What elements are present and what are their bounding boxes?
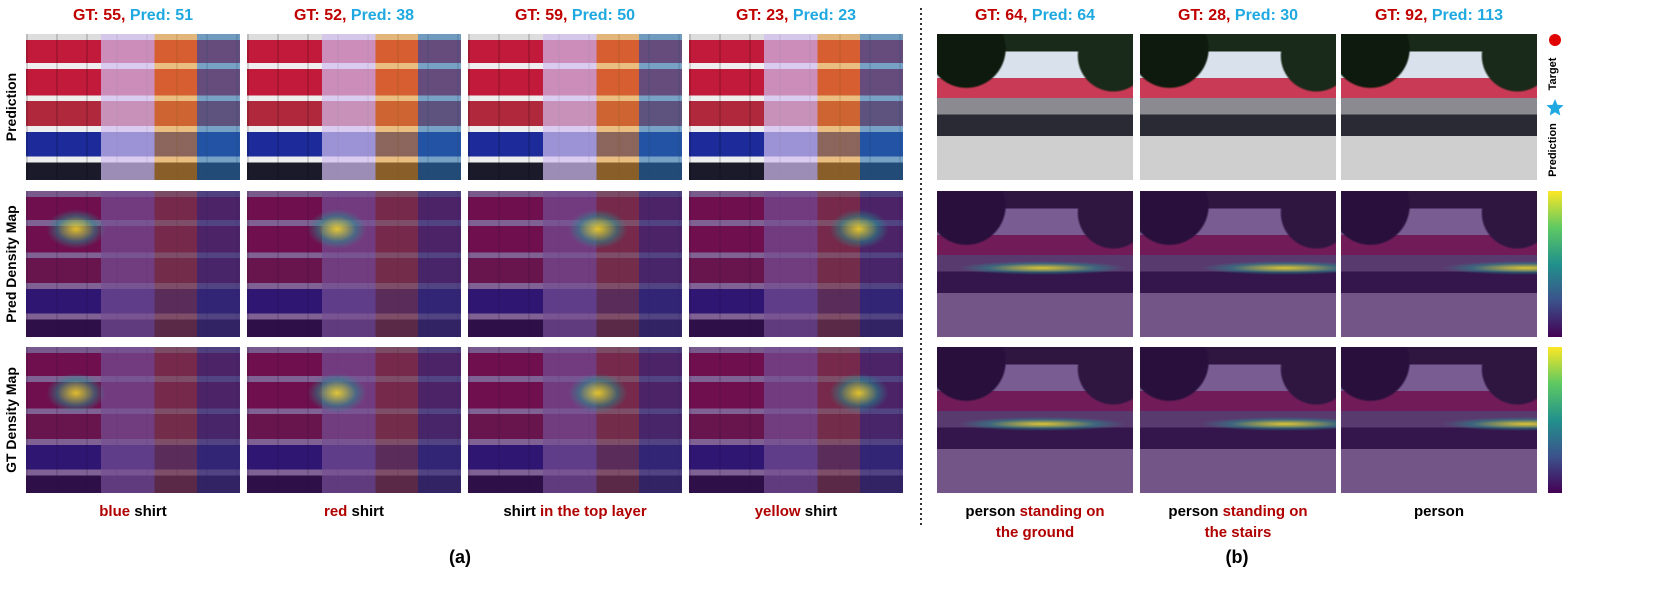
prediction-marker <box>1546 99 1564 116</box>
caption-segment: person <box>1413 503 1464 520</box>
caption-segment: person <box>1168 503 1219 520</box>
density-blob <box>307 209 367 249</box>
caption-segment: shirt <box>804 503 838 520</box>
pred-count: Pred: 50 <box>571 7 636 24</box>
legend-prediction: Prediction <box>1547 123 1559 177</box>
caption-segment: red <box>323 503 348 520</box>
prediction-image <box>937 34 1133 180</box>
colorbar <box>1548 347 1562 493</box>
density-map-image <box>247 347 461 493</box>
panel-label: (a) <box>449 547 471 567</box>
pred-count: Pred: 23 <box>792 7 857 24</box>
caption-segment: yellow <box>754 503 801 520</box>
colorbar <box>1548 191 1562 337</box>
density-blob <box>829 373 889 413</box>
caption-segment: shirt <box>134 503 167 520</box>
column-header: GT: 23, Pred: 23 <box>669 7 923 25</box>
density-map-image <box>26 347 240 493</box>
density-blob <box>1441 417 1537 431</box>
pred-count: Pred: 64 <box>1031 7 1096 24</box>
caption-segment: standing on the stairs <box>1204 503 1308 541</box>
density-map-image <box>247 191 461 337</box>
pred-count: Pred: 113 <box>1431 7 1504 24</box>
density-map-image <box>1140 347 1336 493</box>
column-header: GT: 92, Pred: 113 <box>1321 7 1557 25</box>
gt-count: GT: 55, <box>72 7 126 24</box>
caption: yellow shirt <box>716 501 876 522</box>
density-map-image <box>468 191 682 337</box>
caption: person <box>1359 501 1519 522</box>
prediction-image <box>247 34 461 180</box>
caption-segment: shirt <box>503 503 536 520</box>
legend-target: Target <box>1547 57 1559 91</box>
prediction-image <box>689 34 903 180</box>
prediction-image <box>26 34 240 180</box>
density-blob <box>307 373 367 413</box>
column-header: GT: 55, Pred: 51 <box>6 7 260 25</box>
density-map-image <box>689 191 903 337</box>
density-map-image <box>468 347 682 493</box>
density-map-image <box>26 191 240 337</box>
column-header: GT: 59, Pred: 50 <box>448 7 702 25</box>
caption-segment: in the top layer <box>540 503 647 520</box>
caption-segment: standing on the ground <box>995 503 1105 541</box>
density-map-image <box>1140 191 1336 337</box>
panel-label: (b) <box>1225 547 1249 567</box>
caption: blue shirt <box>53 501 213 522</box>
density-blob <box>46 373 106 413</box>
caption-segment: shirt <box>351 503 385 520</box>
gt-count: GT: 64, <box>974 7 1028 24</box>
caption: person standing on the stairs <box>1158 501 1318 543</box>
density-map-image <box>689 347 903 493</box>
row-label: Pred Density Map <box>3 205 19 323</box>
density-blob <box>1200 261 1336 275</box>
density-map-image <box>1341 347 1537 493</box>
caption-segment: person <box>965 503 1016 520</box>
density-blob <box>568 373 628 413</box>
column-header: GT: 28, Pred: 30 <box>1120 7 1356 25</box>
density-blob <box>957 417 1127 431</box>
prediction-image <box>1140 34 1336 180</box>
gt-count: GT: 59, <box>514 7 568 24</box>
gt-count: GT: 92, <box>1374 7 1428 24</box>
caption: red shirt <box>274 501 434 522</box>
density-map-image <box>937 347 1133 493</box>
caption-segment: blue <box>99 503 131 520</box>
density-blob <box>1200 417 1336 431</box>
gt-count: GT: 23, <box>735 7 789 24</box>
target-marker <box>1549 34 1561 46</box>
gt-count: GT: 52, <box>293 7 347 24</box>
column-header: GT: 52, Pred: 38 <box>227 7 481 25</box>
density-blob <box>1441 261 1537 275</box>
density-blob <box>829 209 889 249</box>
pred-count: Pred: 30 <box>1234 7 1299 24</box>
density-map-image <box>937 191 1133 337</box>
pred-count: Pred: 51 <box>129 7 194 24</box>
prediction-image <box>1341 34 1537 180</box>
row-label: Prediction <box>3 72 19 142</box>
pred-count: Pred: 38 <box>350 7 415 24</box>
density-map-image <box>1341 191 1537 337</box>
gt-count: GT: 28, <box>1177 7 1231 24</box>
prediction-image <box>468 34 682 180</box>
caption: shirt in the top layer <box>495 501 655 522</box>
density-blob <box>46 209 106 249</box>
column-header: GT: 64, Pred: 64 <box>917 7 1153 25</box>
caption: person standing on the ground <box>955 501 1115 543</box>
density-blob <box>957 261 1127 275</box>
density-blob <box>568 209 628 249</box>
row-label: GT Density Map <box>3 367 19 473</box>
